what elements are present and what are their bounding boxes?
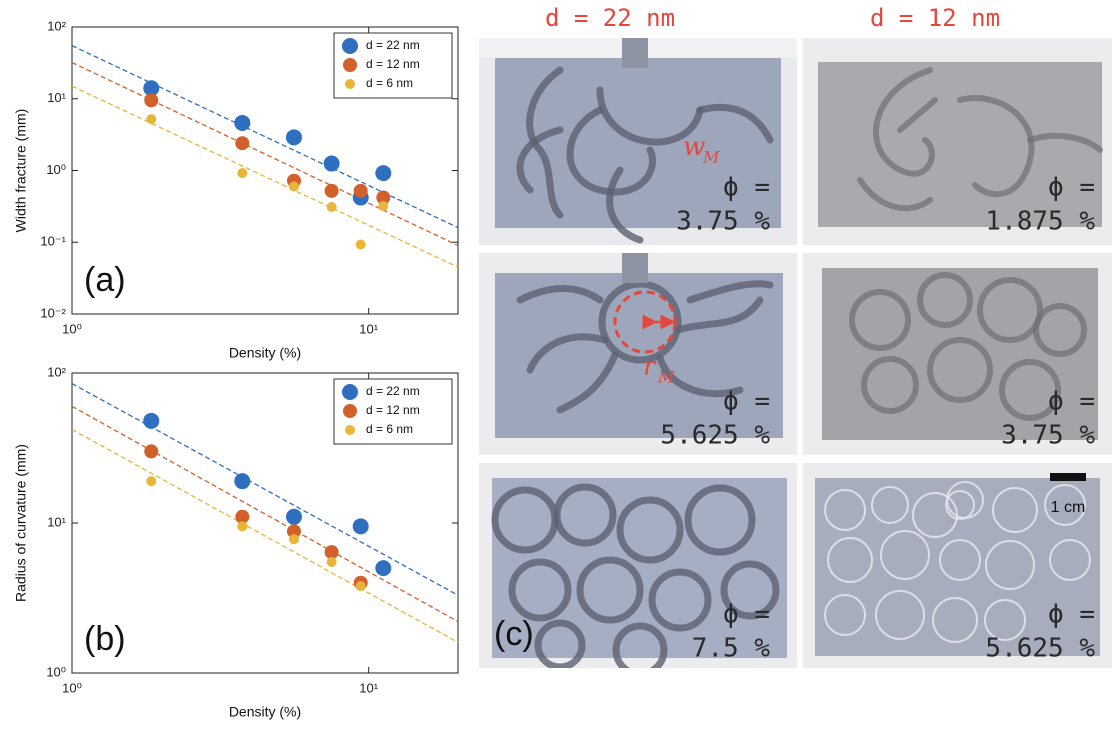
column-header: d = 22 nm [545, 4, 675, 32]
data-point [326, 201, 337, 212]
phi-labels: ϕ = 3.75 % ϕ = 1.875 % ϕ = 5.625 % ϕ = 3.75 % ϕ … [660, 173, 1095, 664]
data-point [353, 183, 368, 198]
photo-panel [803, 463, 1112, 668]
data-point [235, 136, 250, 151]
legend-label: d = 6 nm [366, 422, 413, 436]
photo-panel [803, 253, 1112, 455]
y-axis-label: Radius of curvature (mm) [13, 444, 29, 602]
x-axis-label: Density (%) [229, 704, 301, 720]
fit-line [71, 405, 459, 623]
data-point [143, 412, 160, 429]
legend-marker [345, 425, 355, 435]
x-axis-label: Density (%) [229, 345, 301, 361]
legend-marker [342, 38, 358, 54]
x-tick-label: 10¹ [359, 680, 378, 695]
data-point [324, 545, 339, 560]
legend-marker [343, 404, 357, 418]
data-point [286, 524, 301, 539]
photo-panel [803, 38, 1112, 245]
phi-symbol: ϕ = [723, 173, 770, 203]
y-tick-label: 10⁻¹ [40, 234, 66, 249]
photo-panel [479, 38, 797, 245]
x-tick-label: 10⁰ [62, 680, 82, 695]
data-point [375, 560, 392, 577]
y-tick-label: 10⁻² [40, 305, 66, 320]
panel-label: (c) [494, 615, 534, 653]
annotation: w [683, 132, 705, 162]
data-point [288, 534, 299, 545]
legend-label: d = 12 nm [366, 57, 420, 71]
data-point [144, 444, 159, 459]
photo-panel [479, 463, 797, 668]
annotation: M [702, 148, 720, 167]
chart: 10⁰ 10¹ 10⁻² 10⁻¹ 10⁰ 10¹ 10² Density (%) Width … [13, 18, 459, 361]
phi-value: 7.5 % [692, 634, 771, 664]
phi-value: 3.75 % [676, 207, 770, 237]
y-tick-label: 10² [47, 18, 66, 33]
x-tick-label: 10¹ [359, 321, 378, 336]
phi-symbol: ϕ = [1048, 173, 1095, 203]
phi-symbol: ϕ = [723, 600, 770, 630]
phi-symbol: ϕ = [1048, 387, 1095, 417]
data-point [237, 168, 248, 179]
phi-value: 3.75 % [1001, 421, 1095, 451]
data-point [378, 201, 389, 212]
legend-label: d = 6 nm [366, 76, 413, 90]
y-tick-label: 10² [47, 364, 66, 379]
legend-label: d = 12 nm [366, 403, 420, 417]
chart: 10⁰ 10¹ 10⁰ 10¹ 10² Density (%) Radius of curv… [13, 364, 459, 720]
phi-symbol: ϕ = [1048, 600, 1095, 630]
fit-line [71, 383, 459, 596]
y-tick-label: 10⁰ [46, 162, 66, 177]
panel-label: (b) [84, 620, 126, 658]
legend-marker [343, 58, 357, 72]
phi-value: 1.875 % [985, 207, 1095, 237]
annotation: M [657, 368, 675, 387]
photo-panel [479, 253, 797, 455]
legend-marker [342, 384, 358, 400]
fit-line [71, 428, 459, 643]
data-point [376, 190, 391, 205]
data-point [146, 114, 157, 125]
phi-value: 5.625 % [660, 421, 770, 451]
phi-value: 5.625 % [985, 634, 1095, 664]
data-point [355, 239, 366, 250]
data-point [324, 183, 339, 198]
data-point [352, 518, 369, 535]
scale-bar-label: 1 cm [1051, 499, 1086, 516]
y-axis-label: Width fracture (mm) [13, 109, 29, 233]
annotation: r [643, 352, 657, 382]
x-tick-label: 10⁰ [62, 321, 82, 336]
legend-label: d = 22 nm [366, 384, 420, 398]
y-tick-label: 10⁰ [46, 664, 66, 679]
data-point [234, 114, 251, 131]
data-point [285, 129, 302, 146]
data-point [326, 556, 337, 567]
panel-label: (a) [84, 261, 126, 299]
data-point [144, 93, 159, 108]
data-point [323, 155, 340, 172]
data-point [355, 581, 366, 592]
data-point [288, 181, 299, 192]
data-point [375, 165, 392, 182]
data-point [234, 473, 251, 490]
fit-line [71, 61, 459, 247]
fit-line [71, 45, 459, 229]
legend-label: d = 22 nm [366, 38, 420, 52]
data-point [143, 80, 160, 97]
legend-marker [345, 79, 355, 89]
fit-line [71, 85, 459, 268]
data-point [146, 476, 157, 487]
y-tick-label: 10¹ [47, 514, 66, 529]
phi-symbol: ϕ = [723, 387, 770, 417]
data-point [237, 521, 248, 532]
y-tick-label: 10¹ [47, 90, 66, 105]
data-point [235, 509, 250, 524]
data-point [285, 508, 302, 525]
column-header: d = 12 nm [870, 4, 1000, 32]
